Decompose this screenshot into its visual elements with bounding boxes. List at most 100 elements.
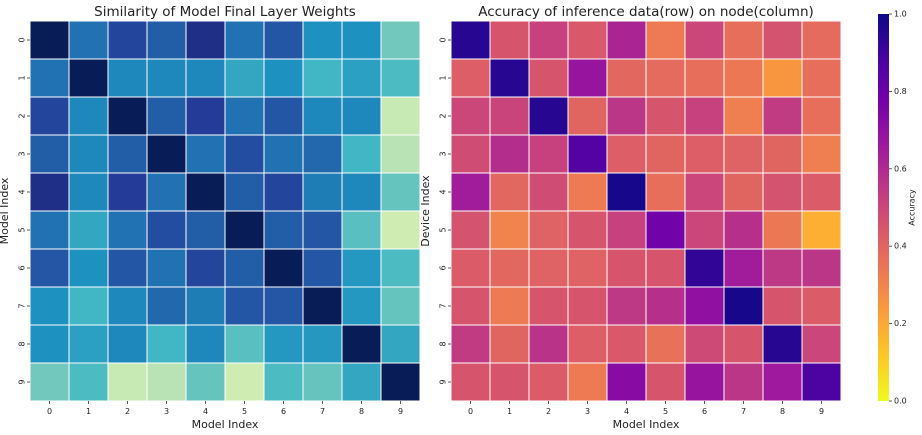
heatmap-cell bbox=[450, 96, 491, 136]
heatmap-cell bbox=[224, 362, 265, 402]
y-tick-label: 8 bbox=[439, 341, 448, 346]
heatmap-cell bbox=[762, 248, 803, 288]
x-tick-label: 7 bbox=[320, 407, 325, 416]
heatmap-cell bbox=[723, 96, 764, 136]
x-tick-label: 9 bbox=[398, 407, 403, 416]
heatmap-cell bbox=[723, 286, 764, 326]
y-tick-label: 2 bbox=[439, 113, 448, 118]
heatmap-cell bbox=[606, 172, 647, 212]
heatmap-cell bbox=[68, 20, 109, 60]
similarity-heatmap: 0 1 2 3 4 5 6 7 8 9 0 1 2 3 4 5 6 7 8 9 Similarity of Model … bbox=[0, 4, 421, 431]
heatmap-cell bbox=[801, 324, 842, 364]
heatmap-cell bbox=[762, 286, 803, 326]
x-tick-label: 3 bbox=[164, 407, 169, 416]
heatmap-cell bbox=[146, 286, 187, 326]
x-tick-label: 4 bbox=[203, 407, 208, 416]
heatmap-cell bbox=[380, 286, 421, 326]
colorbar-tick-label: 0.4 bbox=[894, 242, 907, 251]
colorbar-tick-label: 0.0 bbox=[894, 397, 907, 406]
heatmap-cell bbox=[146, 58, 187, 98]
heatmap-cell bbox=[146, 248, 187, 288]
heatmap-cell bbox=[341, 96, 382, 136]
heatmap-cell bbox=[107, 96, 148, 136]
x-tick-label: 4 bbox=[624, 407, 629, 416]
heatmap-cell bbox=[263, 134, 304, 174]
heatmap-cell bbox=[450, 20, 491, 60]
heatmap-cell bbox=[107, 20, 148, 60]
heatmap-cell bbox=[185, 58, 226, 98]
x-tick-label: 1 bbox=[86, 407, 91, 416]
x-tick-label: 7 bbox=[741, 407, 746, 416]
heatmap-cell bbox=[489, 58, 530, 98]
heatmap-cell bbox=[606, 286, 647, 326]
heatmap-cell bbox=[489, 96, 530, 136]
heatmap-cell bbox=[528, 286, 569, 326]
heatmap-cell bbox=[567, 20, 608, 60]
heatmap-cell bbox=[723, 362, 764, 402]
heatmap-cell bbox=[68, 362, 109, 402]
heatmap-cell bbox=[263, 362, 304, 402]
x-tick-label: 8 bbox=[780, 407, 785, 416]
heatmap-cell bbox=[567, 248, 608, 288]
heatmap-cell bbox=[489, 172, 530, 212]
heatmap-cell bbox=[684, 248, 725, 288]
heatmap-cell bbox=[107, 58, 148, 98]
heatmap-cell bbox=[489, 210, 530, 250]
y-tick-label: 9 bbox=[18, 379, 27, 384]
heatmap-cell bbox=[684, 362, 725, 402]
heatmap-cell bbox=[68, 324, 109, 364]
x-tick-label: 6 bbox=[702, 407, 707, 416]
heatmap-cell bbox=[263, 20, 304, 60]
heatmap-cell bbox=[801, 286, 842, 326]
heatmap-cell bbox=[302, 96, 343, 136]
heatmap-cell bbox=[341, 134, 382, 174]
heatmap-cell bbox=[68, 134, 109, 174]
heatmap-cell bbox=[224, 324, 265, 364]
heatmap-cell bbox=[489, 324, 530, 364]
heatmap-cell bbox=[341, 172, 382, 212]
heatmap-cell bbox=[450, 58, 491, 98]
heatmap-cell bbox=[185, 20, 226, 60]
heatmap-cell bbox=[606, 324, 647, 364]
y-tick-label: 8 bbox=[18, 341, 27, 346]
heatmap-cell bbox=[762, 20, 803, 60]
heatmap-cell bbox=[645, 248, 686, 288]
heatmap-cell bbox=[450, 134, 491, 174]
heatmap-cell bbox=[528, 324, 569, 364]
heatmap-cell bbox=[606, 20, 647, 60]
heatmap-cell bbox=[489, 286, 530, 326]
heatmap-cell bbox=[29, 248, 70, 288]
heatmap-cell bbox=[645, 286, 686, 326]
heatmap-cell bbox=[567, 324, 608, 364]
heatmap-cell bbox=[801, 172, 842, 212]
y-tick-label: 5 bbox=[18, 227, 27, 232]
accuracy-colorbar: 1.0 0.8 0.6 0.4 0.2 0.0 Accuracy bbox=[878, 10, 917, 406]
heatmap-cell bbox=[146, 134, 187, 174]
heatmap-cell bbox=[68, 96, 109, 136]
heatmap-cell bbox=[528, 134, 569, 174]
heatmap-cell bbox=[263, 172, 304, 212]
x-tick-label: 2 bbox=[546, 407, 551, 416]
heatmap-cell bbox=[302, 20, 343, 60]
heatmap-cell bbox=[302, 286, 343, 326]
heatmap-cell bbox=[567, 210, 608, 250]
heatmap-cell bbox=[380, 210, 421, 250]
heatmap-cell bbox=[606, 96, 647, 136]
heatmap-cell bbox=[263, 286, 304, 326]
heatmap-cell bbox=[341, 20, 382, 60]
heatmap-cell bbox=[723, 58, 764, 98]
y-tick-label: 7 bbox=[439, 303, 448, 308]
heatmap-cell bbox=[801, 362, 842, 402]
x-axis-label: Model Index bbox=[192, 418, 259, 431]
heatmap-cell bbox=[801, 248, 842, 288]
heatmap-cell bbox=[723, 20, 764, 60]
heatmap-cell bbox=[489, 134, 530, 174]
heatmap-cell bbox=[29, 134, 70, 174]
y-axis-label: Model Index bbox=[0, 177, 11, 244]
heatmap-cell bbox=[107, 286, 148, 326]
heatmap-cell bbox=[645, 324, 686, 364]
heatmap-cell bbox=[302, 324, 343, 364]
heatmap-cell bbox=[185, 210, 226, 250]
heatmap-cell bbox=[224, 134, 265, 174]
